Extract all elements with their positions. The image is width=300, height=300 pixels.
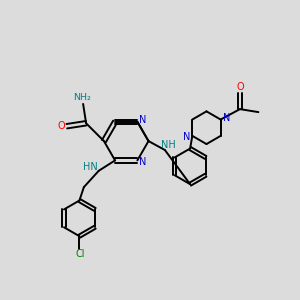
Text: N: N bbox=[223, 113, 230, 123]
Text: Cl: Cl bbox=[75, 249, 85, 259]
Text: N: N bbox=[139, 157, 146, 167]
Text: N: N bbox=[183, 132, 190, 142]
Text: O: O bbox=[58, 121, 65, 130]
Text: HN: HN bbox=[83, 162, 98, 172]
Text: O: O bbox=[237, 82, 244, 92]
Text: NH₂: NH₂ bbox=[73, 93, 91, 102]
Text: NH: NH bbox=[161, 140, 176, 150]
Text: N: N bbox=[139, 115, 146, 125]
